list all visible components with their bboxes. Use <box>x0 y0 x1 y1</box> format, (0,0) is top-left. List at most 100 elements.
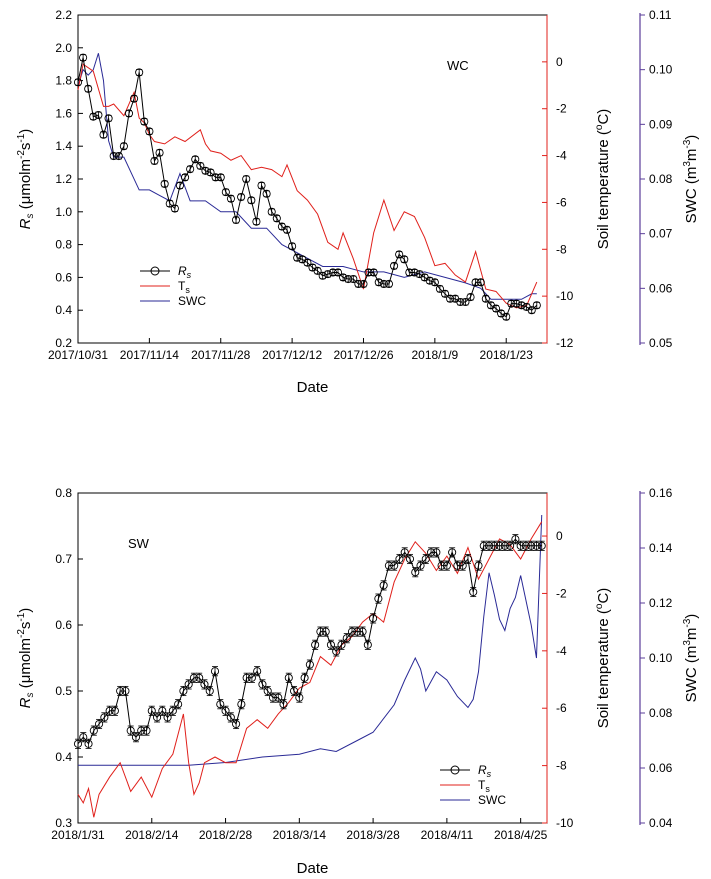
label-unit: (μmolm <box>17 159 34 213</box>
rs-point <box>416 561 425 570</box>
rs-point <box>131 733 141 742</box>
rs-point <box>456 297 465 307</box>
y-left-tick-label: 0.7 <box>55 552 72 566</box>
rs-point <box>481 294 490 303</box>
rs-point <box>114 151 123 161</box>
rs-point <box>274 693 283 702</box>
y-left-tick-label: 1.0 <box>55 205 72 219</box>
rs-point <box>152 713 162 722</box>
rs-point <box>384 561 393 570</box>
rs-point <box>221 188 230 197</box>
rs-point <box>195 673 204 682</box>
rs-point <box>226 194 235 203</box>
rs-point <box>94 110 103 120</box>
rs-point <box>323 270 332 279</box>
rs-point <box>469 587 478 597</box>
rs-point <box>502 312 511 321</box>
legend-label-rs: Rs <box>478 763 492 779</box>
label-text: Soil temperature ( <box>595 609 612 728</box>
series-line-rs <box>77 538 542 745</box>
legend-subscript: s <box>185 285 190 295</box>
rs-point <box>476 278 485 287</box>
rs-point <box>425 276 434 285</box>
rs-point <box>410 268 419 277</box>
rs-point <box>490 541 499 550</box>
rs-point <box>471 278 480 287</box>
rs-point <box>110 706 119 715</box>
label-unit: s <box>17 143 34 151</box>
y-left-tick-label: 0.2 <box>55 336 72 350</box>
rs-point <box>184 680 193 689</box>
rs-point <box>247 673 256 682</box>
rs-point <box>116 686 125 696</box>
rs-point <box>344 274 353 284</box>
y-left-tick-label: 2.0 <box>55 41 72 55</box>
rs-point <box>363 640 372 649</box>
legend-subscript: s <box>187 270 192 280</box>
y-left-tick-label: 0.4 <box>55 303 72 317</box>
rs-point <box>109 151 118 161</box>
rs-point <box>484 541 494 550</box>
rs-point <box>532 541 541 550</box>
rs-point <box>84 739 93 748</box>
rs-point <box>210 667 220 676</box>
label-unit: (μmolm <box>17 638 34 692</box>
rs-point <box>119 142 128 151</box>
y-far-tick-label: 0.16 <box>649 486 673 500</box>
label-superscript: -1 <box>16 612 27 621</box>
y-far-tick-label: 0.11 <box>649 8 672 22</box>
x-tick-label: 2018/1/23 <box>480 348 534 362</box>
y-left-tick-label: 2.2 <box>55 8 72 22</box>
rs-point <box>170 204 179 213</box>
rs-point <box>313 266 322 275</box>
y-right-tick-label: -4 <box>556 149 567 163</box>
label-superscript: -3 <box>682 139 693 148</box>
rs-point <box>374 278 383 287</box>
y-right-tick-label: -8 <box>556 242 567 256</box>
legend-symbol: T <box>478 778 486 792</box>
rs-point <box>507 299 516 308</box>
rs-point <box>165 199 174 208</box>
x-tick-label: 2018/4/11 <box>421 828 474 842</box>
label-subscript: s <box>25 692 36 697</box>
label-superscript: -2 <box>16 150 27 159</box>
label-superscript: -3 <box>682 618 693 627</box>
rs-point <box>196 161 205 170</box>
rs-point <box>121 686 130 696</box>
y-far-tick-label: 0.08 <box>649 706 673 720</box>
y-right-tick-label: 0 <box>556 529 563 543</box>
rs-point <box>516 541 525 550</box>
rs-point <box>339 273 348 282</box>
label-subscript: s <box>25 213 36 218</box>
x-tick-label: 2018/1/31 <box>51 828 105 842</box>
rs-point <box>242 174 251 184</box>
y-far-tick-label: 0.06 <box>649 281 673 295</box>
rs-point <box>437 561 446 570</box>
rs-point <box>400 255 409 264</box>
y-left-tick-label: 1.4 <box>55 139 72 153</box>
rs-point <box>379 279 388 289</box>
rs-point <box>263 686 272 696</box>
rs-point <box>272 214 281 223</box>
legend-symbol: R <box>478 763 487 777</box>
rs-point <box>73 78 83 87</box>
y-left-tick-label: 0.5 <box>55 684 72 698</box>
rs-point <box>105 706 114 715</box>
rs-point <box>206 168 215 177</box>
legend-label-ts: Ts <box>478 778 490 794</box>
rs-point <box>353 627 362 636</box>
legend-symbol: S <box>178 294 186 308</box>
label-unit: ) <box>17 129 34 134</box>
rs-point <box>155 148 164 157</box>
rs-point <box>442 561 451 570</box>
label-superscript: -1 <box>16 133 27 142</box>
rs-point <box>453 561 462 570</box>
rs-point <box>326 640 335 649</box>
y-far-tick-label: 0.14 <box>649 541 673 555</box>
x-tick-label: 2018/1/9 <box>411 348 458 362</box>
y-far-tick-label: 0.06 <box>649 761 673 775</box>
rs-point <box>189 673 198 682</box>
y-right-tick-label: -6 <box>556 195 567 209</box>
y-right-tick-label: -10 <box>556 816 574 830</box>
